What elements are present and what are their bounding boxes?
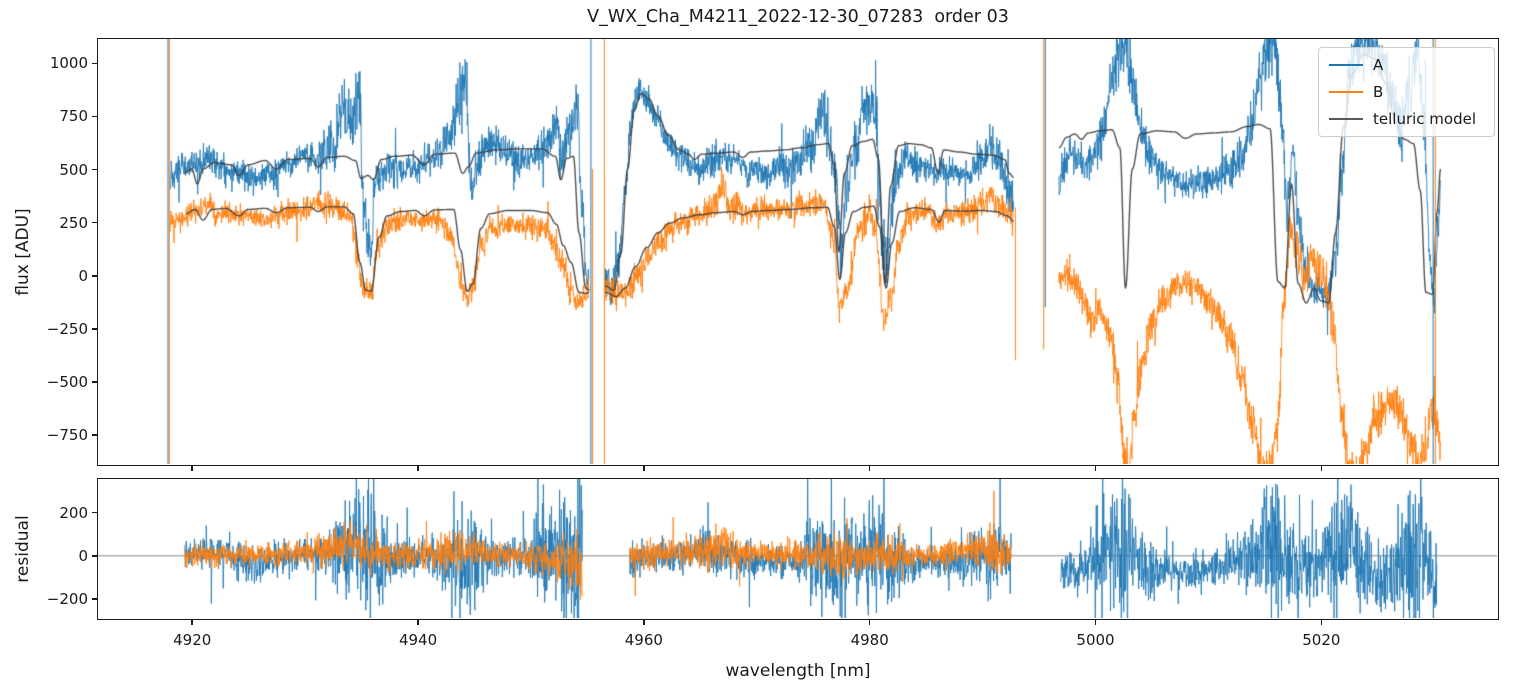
x-tick-mark (868, 466, 871, 471)
y-tick-label: −250 (46, 319, 88, 338)
y-tick-mark (92, 62, 97, 65)
legend-line-b-icon (1329, 91, 1363, 93)
x-tick-mark (643, 466, 645, 471)
y-tick-mark (92, 328, 97, 330)
flux-panel (97, 38, 1499, 466)
y-tick-label: 0 (78, 266, 88, 285)
legend-item-telluric: telluric model (1329, 108, 1484, 130)
y-tick-mark (92, 275, 97, 277)
y-tick-mark (92, 221, 97, 224)
legend-item-a: A (1329, 54, 1484, 76)
x-tick-label: 4940 (398, 631, 438, 649)
y-tick-mark (92, 555, 97, 557)
y-tick-label: 500 (59, 160, 88, 179)
x-axis-label: wavelength [nm] (725, 661, 871, 681)
x-tick-mark (191, 466, 193, 471)
legend-label-b: B (1373, 83, 1384, 101)
residual-panel (97, 478, 1499, 620)
x-tick-mark (643, 620, 645, 625)
chart-title: V_WX_Cha_M4211_2022-12-30_07283 order 03 (587, 7, 1009, 27)
legend-line-a-icon (1329, 64, 1363, 66)
x-tick-mark (1094, 466, 1097, 471)
x-tick-mark (1320, 466, 1323, 471)
x-tick-label: 4920 (173, 631, 212, 649)
y-tick-mark (92, 511, 97, 514)
legend-line-telluric-icon (1329, 118, 1363, 120)
x-tick-mark (1320, 620, 1323, 625)
x-tick-mark (417, 620, 419, 625)
y-tick-label: 750 (59, 107, 88, 126)
legend-item-b: B (1329, 81, 1484, 103)
y-tick-label: −200 (46, 589, 88, 608)
x-tick-label: 4960 (624, 631, 663, 649)
y-tick-label: 250 (59, 213, 88, 232)
y-tick-mark (92, 381, 97, 383)
x-tick-mark (191, 620, 193, 625)
x-tick-mark (1094, 620, 1097, 625)
y-tick-label: 1000 (49, 54, 88, 73)
legend-label-a: A (1373, 56, 1384, 74)
flux-plot-canvas (98, 39, 1497, 464)
y-tick-label: 200 (59, 503, 88, 522)
x-tick-mark (868, 620, 871, 625)
x-tick-label: 5020 (1302, 631, 1341, 649)
legend-label-telluric: telluric model (1373, 110, 1477, 128)
x-tick-label: 4980 (850, 631, 889, 649)
y-tick-mark (92, 168, 97, 171)
y-tick-label: −750 (46, 426, 88, 445)
y-tick-mark (92, 598, 97, 600)
y-tick-mark (92, 115, 97, 118)
residual-plot-canvas (98, 479, 1497, 618)
x-tick-label: 5000 (1076, 631, 1115, 649)
y-tick-label: −500 (46, 373, 88, 392)
x-tick-mark (417, 466, 419, 471)
legend: A B telluric model (1318, 47, 1495, 137)
y-tick-mark (92, 434, 97, 436)
y-tick-label: 0 (78, 546, 88, 565)
